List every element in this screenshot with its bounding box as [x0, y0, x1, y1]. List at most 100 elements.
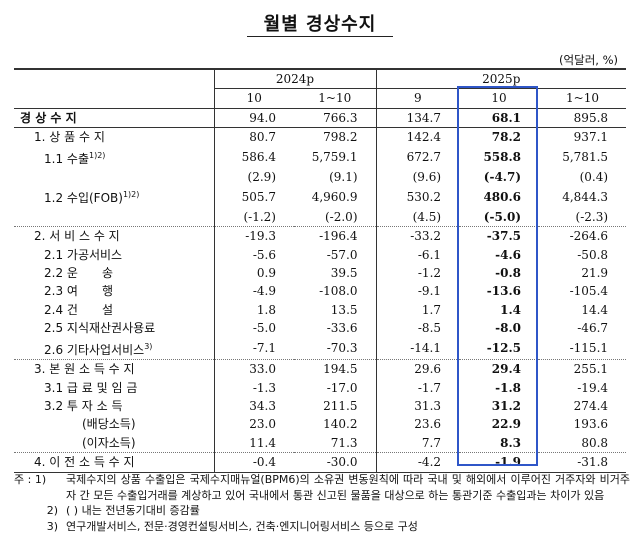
- row-label: 2.3 여 행: [14, 282, 214, 300]
- cell-value: 5,781.5: [562, 150, 609, 165]
- row-label: 2.4 건 설: [14, 301, 214, 319]
- header-year-2025: 2025p: [375, 68, 627, 90]
- row-label: 경 상 수 지: [14, 108, 214, 129]
- cell-value: 31.2: [491, 398, 522, 413]
- row-label: 1.1 수출1)2): [14, 147, 214, 168]
- cell-value: -14.1: [375, 337, 460, 360]
- cell-value: 672.7: [375, 146, 460, 169]
- cell-value: 80.8: [581, 435, 609, 450]
- cell-value: 22.9: [491, 417, 522, 432]
- header-label-cell: [14, 88, 214, 109]
- cell-value: 4,844.3: [562, 189, 609, 204]
- cell-value: 14.4: [581, 302, 609, 317]
- footnote-2-text: ( ) 내는 전년동기대비 증감률: [66, 504, 200, 517]
- cell-value: 71.3: [330, 435, 358, 450]
- title-underline: [247, 36, 393, 37]
- row-label: 2.1 가공서비스: [14, 246, 214, 264]
- row-label-text: 2.1 가공서비스: [44, 247, 123, 262]
- cell-value: 23.0: [213, 415, 294, 434]
- cell-value: -8.0: [495, 321, 522, 336]
- header-col-4: 1~10: [539, 88, 627, 109]
- table-row: (이자소득) 11.4 71.3 7.7 8.3 80.8: [14, 433, 626, 453]
- cell-value: (-5.0): [483, 209, 522, 224]
- unit-label: (억달러, %): [559, 53, 618, 67]
- cell-value: 937.1: [573, 130, 609, 145]
- row-label: [14, 208, 214, 227]
- row-label-text: 2.6 기타사업서비스: [44, 342, 145, 357]
- row-label-text: 2.3 여 행: [44, 284, 113, 299]
- cell-value: -17.0: [326, 380, 358, 395]
- cell-value: 0.9: [213, 264, 294, 283]
- cell-value: 78.2: [491, 130, 522, 145]
- cell-value: 211.5: [323, 398, 358, 413]
- cell-value: (-1.2): [213, 207, 294, 227]
- cell-value: 1.4: [500, 302, 522, 317]
- cell-value: -33.2: [375, 226, 460, 246]
- cell-value: -115.1: [569, 341, 609, 356]
- row-label-text: 경 상 수 지: [20, 110, 77, 125]
- cell-value: 194.5: [294, 359, 377, 379]
- footnote-2-marker: 2): [46, 504, 58, 517]
- row-label-text: 1. 상 품 수 지: [34, 130, 105, 145]
- row-label: 3. 본 원 소 득 수 지: [14, 359, 214, 379]
- cell-value: -1.2: [375, 264, 460, 283]
- header-corner: [14, 68, 214, 89]
- cell-value: 558.8: [483, 150, 522, 165]
- page-title: 월별 경상수지: [263, 14, 377, 35]
- cell-value: 80.7: [213, 127, 294, 147]
- cell-value: -31.8: [539, 452, 627, 473]
- table-row: 2. 서 비 스 수 지 -19.3 -196.4 -33.2 -37.5 -264.6: [14, 226, 627, 246]
- cell-value: 255.1: [539, 359, 627, 379]
- header-col-2: 9: [375, 88, 460, 109]
- cell-value: 142.4: [375, 127, 460, 147]
- cell-value: 140.2: [323, 417, 358, 432]
- row-label: 2. 서 비 스 수 지: [14, 226, 214, 246]
- cell-value: 7.7: [375, 433, 460, 453]
- row-label-text: 4. 이 전 소 득 수 지: [34, 455, 135, 470]
- header-col-3: 10: [459, 88, 540, 109]
- cell-value: 5,759.1: [311, 150, 358, 165]
- cell-value: 134.7: [375, 108, 460, 129]
- cell-value: 586.4: [213, 146, 294, 169]
- cell-value: (9.6): [375, 168, 460, 187]
- cell-value: 39.5: [330, 266, 358, 281]
- header-year-2024: 2024p: [213, 68, 377, 90]
- table-row: 2.6 기타사업서비스3) -7.1 -70.3 -14.1 -12.5 -115.1: [14, 337, 626, 360]
- row-label: 3.1 급 료 및 임 금: [14, 379, 214, 397]
- cell-value: 193.6: [573, 417, 609, 432]
- cell-value: -196.4: [294, 226, 377, 246]
- row-label: [14, 168, 214, 186]
- cell-value: -9.1: [375, 282, 460, 301]
- footnote-1-marker: 주 : 1): [14, 473, 47, 486]
- footnote-1: 주 : 1) 국제수지의 상품 수출입은 국제수지매뉴얼(BPM6)의 소유권 …: [14, 472, 630, 503]
- row-label-text: 2.5 지식재산권사용료: [44, 321, 156, 336]
- cell-value: -19.3: [213, 226, 294, 246]
- row-label: 3.2 투 자 소 득: [14, 397, 214, 415]
- cell-value: 33.0: [213, 359, 294, 379]
- cell-value: 274.4: [573, 398, 609, 413]
- footnote-3-marker: 3): [46, 519, 58, 533]
- cell-value: -8.5: [375, 319, 460, 338]
- row-label-text: 1.2 수입(FOB): [44, 191, 123, 206]
- table-row: (2.9) (9.1) (9.6) (-4.7) (0.4): [14, 168, 626, 187]
- footnote-2: 2) ( ) 내는 전년동기대비 증감률: [14, 503, 630, 519]
- cell-value: (-2.3): [575, 209, 609, 224]
- table-row: 2.2 운 송 0.9 39.5 -1.2 -0.8 21.9: [14, 264, 626, 283]
- footnote-ref: 1)2): [88, 150, 106, 160]
- header-col-1: 1~10: [294, 88, 377, 109]
- table-row: 3.1 급 료 및 임 금 -1.3 -17.0 -1.7 -1.8 -19.4: [14, 378, 626, 397]
- cell-value: -46.7: [577, 321, 609, 336]
- cell-value: -50.8: [577, 247, 609, 262]
- cell-value: 13.5: [330, 302, 358, 317]
- cell-value: (-2.0): [325, 209, 358, 224]
- cell-value: 798.2: [323, 130, 358, 145]
- cell-value: 21.9: [581, 266, 609, 281]
- cell-value: 895.8: [539, 108, 627, 129]
- table-row: (배당소득) 23.0 140.2 23.6 22.9 193.6: [14, 415, 626, 434]
- row-label: 1. 상 품 수 지: [14, 128, 214, 147]
- row-label: 2.2 운 송: [14, 264, 214, 282]
- cell-value: -19.4: [577, 380, 609, 395]
- cell-value: -13.6: [486, 284, 522, 299]
- table-row: 3. 본 원 소 득 수 지 33.0 194.5 29.6 29.4 255.1: [14, 359, 627, 379]
- footnote-3: 3) 연구개발서비스, 전문·경영컨설팅서비스, 건축·엔지니어링서비스 등으로…: [14, 519, 630, 535]
